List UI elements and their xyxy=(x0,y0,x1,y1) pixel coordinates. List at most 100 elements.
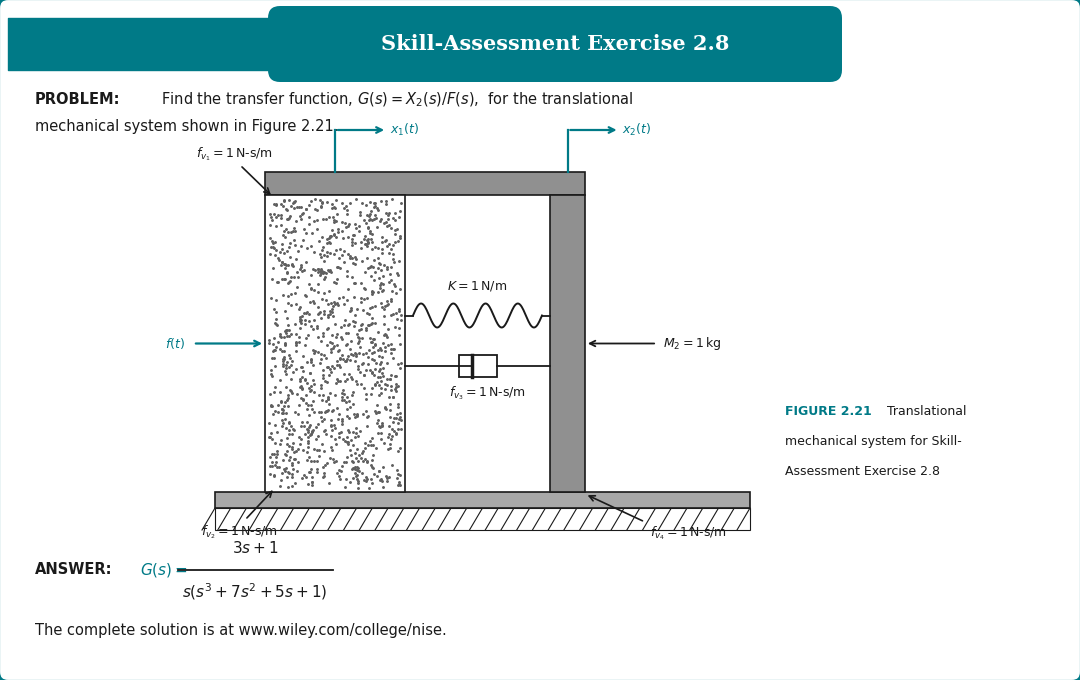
Point xyxy=(342,303,360,313)
Point xyxy=(291,373,308,384)
Point xyxy=(369,326,387,337)
Point xyxy=(302,355,320,366)
Point xyxy=(313,265,330,276)
Point xyxy=(286,424,303,435)
Point xyxy=(313,394,330,405)
Point xyxy=(325,201,342,212)
Point xyxy=(273,243,291,254)
Point xyxy=(284,197,301,208)
Point xyxy=(262,292,280,303)
Text: $G(s) =$: $G(s) =$ xyxy=(140,561,188,579)
Point xyxy=(267,237,284,248)
Bar xyxy=(215,492,750,508)
Point xyxy=(335,369,352,379)
Point xyxy=(279,356,296,367)
Point xyxy=(330,409,348,420)
Point xyxy=(300,400,318,411)
Point xyxy=(364,439,381,450)
Point xyxy=(380,277,397,288)
Point xyxy=(333,322,350,333)
Point xyxy=(298,417,315,428)
Point xyxy=(384,212,402,223)
Point xyxy=(265,345,282,356)
Point xyxy=(280,319,297,330)
Point xyxy=(366,202,383,213)
Point xyxy=(357,394,375,405)
Point xyxy=(346,219,363,230)
Bar xyxy=(265,195,405,492)
Point xyxy=(373,298,390,309)
Point xyxy=(383,423,401,434)
Point xyxy=(299,435,316,446)
Point xyxy=(279,395,296,406)
Point xyxy=(370,366,388,377)
Point xyxy=(267,313,284,324)
Point xyxy=(282,329,299,340)
Point xyxy=(337,339,354,350)
Point xyxy=(337,481,354,492)
Point xyxy=(387,379,404,390)
Point xyxy=(326,390,343,401)
Point xyxy=(287,299,305,309)
Point xyxy=(298,378,315,389)
Point xyxy=(373,231,390,242)
Point xyxy=(382,262,400,273)
Point xyxy=(296,429,313,440)
Point xyxy=(382,243,400,254)
Point xyxy=(368,203,386,214)
Point xyxy=(363,243,380,254)
Point xyxy=(323,360,340,371)
Point xyxy=(387,236,404,247)
Point xyxy=(370,283,388,294)
Point xyxy=(382,295,400,306)
Point xyxy=(329,224,347,235)
Point xyxy=(347,277,364,288)
Point xyxy=(361,214,378,225)
Point xyxy=(273,421,291,432)
Point xyxy=(284,387,301,398)
Point xyxy=(332,427,349,438)
Point xyxy=(343,271,361,282)
Point xyxy=(285,235,302,246)
Bar xyxy=(550,195,585,492)
Point xyxy=(298,357,315,368)
Point xyxy=(359,222,376,233)
Point xyxy=(376,311,393,322)
Text: $K = 1\,\mathrm{N/m}$: $K = 1\,\mathrm{N/m}$ xyxy=(447,279,508,292)
Point xyxy=(387,207,404,218)
Point xyxy=(273,408,291,419)
Point xyxy=(262,212,280,223)
Point xyxy=(294,234,311,245)
Point xyxy=(377,403,394,413)
Point xyxy=(305,360,322,371)
Point xyxy=(332,375,349,386)
Point xyxy=(274,290,292,301)
Point xyxy=(324,330,341,341)
Point xyxy=(300,316,318,326)
Point xyxy=(274,358,292,369)
Point xyxy=(262,369,280,379)
Point xyxy=(391,211,408,222)
Point xyxy=(342,371,360,382)
Point xyxy=(370,272,388,283)
Point xyxy=(276,360,294,371)
Point xyxy=(299,479,316,490)
Point xyxy=(386,343,403,354)
Point xyxy=(322,344,339,355)
Point xyxy=(354,358,372,369)
Point xyxy=(282,300,299,311)
Point xyxy=(356,267,374,277)
Point xyxy=(382,344,400,355)
Point xyxy=(352,341,369,352)
Point xyxy=(326,276,343,287)
Point xyxy=(373,368,390,379)
Point xyxy=(297,373,314,384)
Point xyxy=(265,449,282,460)
Point xyxy=(343,389,361,400)
Point xyxy=(377,217,394,228)
Point xyxy=(377,403,394,414)
Point xyxy=(295,469,312,480)
Point xyxy=(391,470,408,481)
Point xyxy=(297,314,314,325)
Point xyxy=(273,475,291,486)
